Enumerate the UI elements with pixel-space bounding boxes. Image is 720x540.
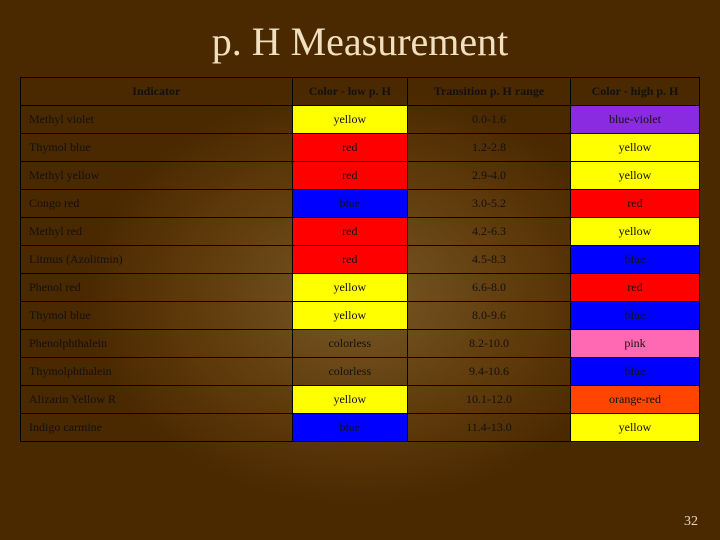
indicator-cell: Congo red xyxy=(21,190,293,218)
indicator-cell: Methyl yellow xyxy=(21,162,293,190)
low-ph-cell: red xyxy=(292,162,407,190)
low-ph-cell: yellow xyxy=(292,274,407,302)
table-row: Indigo carmineblue11.4-13.0yellow xyxy=(21,414,700,442)
high-ph-cell: yellow xyxy=(570,134,699,162)
header-range: Transition p. H range xyxy=(408,78,571,106)
range-cell: 3.0-5.2 xyxy=(408,190,571,218)
indicator-cell: Litmus (Azolitmin) xyxy=(21,246,293,274)
page-number: 32 xyxy=(684,514,698,530)
table-row: Methyl violetyellow0.0-1.6blue-violet xyxy=(21,106,700,134)
table-row: Thymol bluered1.2-2.8yellow xyxy=(21,134,700,162)
range-cell: 8.0-9.6 xyxy=(408,302,571,330)
table-row: Thymol blueyellow8.0-9.6blue xyxy=(21,302,700,330)
header-low-ph: Color - low p. H xyxy=(292,78,407,106)
low-ph-cell: colorless xyxy=(292,330,407,358)
high-ph-cell: yellow xyxy=(570,414,699,442)
table-row: Methyl yellowred2.9-4.0yellow xyxy=(21,162,700,190)
high-ph-cell: blue xyxy=(570,302,699,330)
indicator-cell: Methyl red xyxy=(21,218,293,246)
low-ph-cell: blue xyxy=(292,190,407,218)
range-cell: 2.9-4.0 xyxy=(408,162,571,190)
table-header-row: Indicator Color - low p. H Transition p.… xyxy=(21,78,700,106)
high-ph-cell: red xyxy=(570,274,699,302)
range-cell: 6.6-8.0 xyxy=(408,274,571,302)
indicator-cell: Indigo carmine xyxy=(21,414,293,442)
low-ph-cell: red xyxy=(292,246,407,274)
low-ph-cell: blue xyxy=(292,414,407,442)
indicator-cell: Alizarin Yellow R xyxy=(21,386,293,414)
low-ph-cell: colorless xyxy=(292,358,407,386)
high-ph-cell: orange-red xyxy=(570,386,699,414)
high-ph-cell: blue xyxy=(570,246,699,274)
indicator-table: Indicator Color - low p. H Transition p.… xyxy=(20,77,700,442)
indicator-cell: Phenolphthalein xyxy=(21,330,293,358)
high-ph-cell: yellow xyxy=(570,218,699,246)
high-ph-cell: blue-violet xyxy=(570,106,699,134)
table-row: Thymolphthaleincolorless9.4-10.6blue xyxy=(21,358,700,386)
low-ph-cell: red xyxy=(292,134,407,162)
range-cell: 4.5-8.3 xyxy=(408,246,571,274)
table-row: Litmus (Azolitmin)red4.5-8.3blue xyxy=(21,246,700,274)
low-ph-cell: red xyxy=(292,218,407,246)
slide-title: p. H Measurement xyxy=(0,0,720,77)
indicator-cell: Thymol blue xyxy=(21,134,293,162)
high-ph-cell: yellow xyxy=(570,162,699,190)
indicator-cell: Thymol blue xyxy=(21,302,293,330)
table-row: Phenol redyellow6.6-8.0red xyxy=(21,274,700,302)
high-ph-cell: pink xyxy=(570,330,699,358)
table-row: Alizarin Yellow Ryellow10.1-12.0orange-r… xyxy=(21,386,700,414)
low-ph-cell: yellow xyxy=(292,302,407,330)
range-cell: 10.1-12.0 xyxy=(408,386,571,414)
header-high-ph: Color - high p. H xyxy=(570,78,699,106)
indicator-cell: Phenol red xyxy=(21,274,293,302)
table-row: Phenolphthaleincolorless8.2-10.0pink xyxy=(21,330,700,358)
header-indicator: Indicator xyxy=(21,78,293,106)
range-cell: 8.2-10.0 xyxy=(408,330,571,358)
high-ph-cell: red xyxy=(570,190,699,218)
low-ph-cell: yellow xyxy=(292,106,407,134)
indicator-cell: Thymolphthalein xyxy=(21,358,293,386)
table-row: Congo redblue3.0-5.2red xyxy=(21,190,700,218)
high-ph-cell: blue xyxy=(570,358,699,386)
indicator-table-wrap: Indicator Color - low p. H Transition p.… xyxy=(20,77,700,442)
low-ph-cell: yellow xyxy=(292,386,407,414)
table-row: Methyl redred4.2-6.3yellow xyxy=(21,218,700,246)
range-cell: 11.4-13.0 xyxy=(408,414,571,442)
range-cell: 9.4-10.6 xyxy=(408,358,571,386)
indicator-cell: Methyl violet xyxy=(21,106,293,134)
range-cell: 4.2-6.3 xyxy=(408,218,571,246)
range-cell: 1.2-2.8 xyxy=(408,134,571,162)
range-cell: 0.0-1.6 xyxy=(408,106,571,134)
